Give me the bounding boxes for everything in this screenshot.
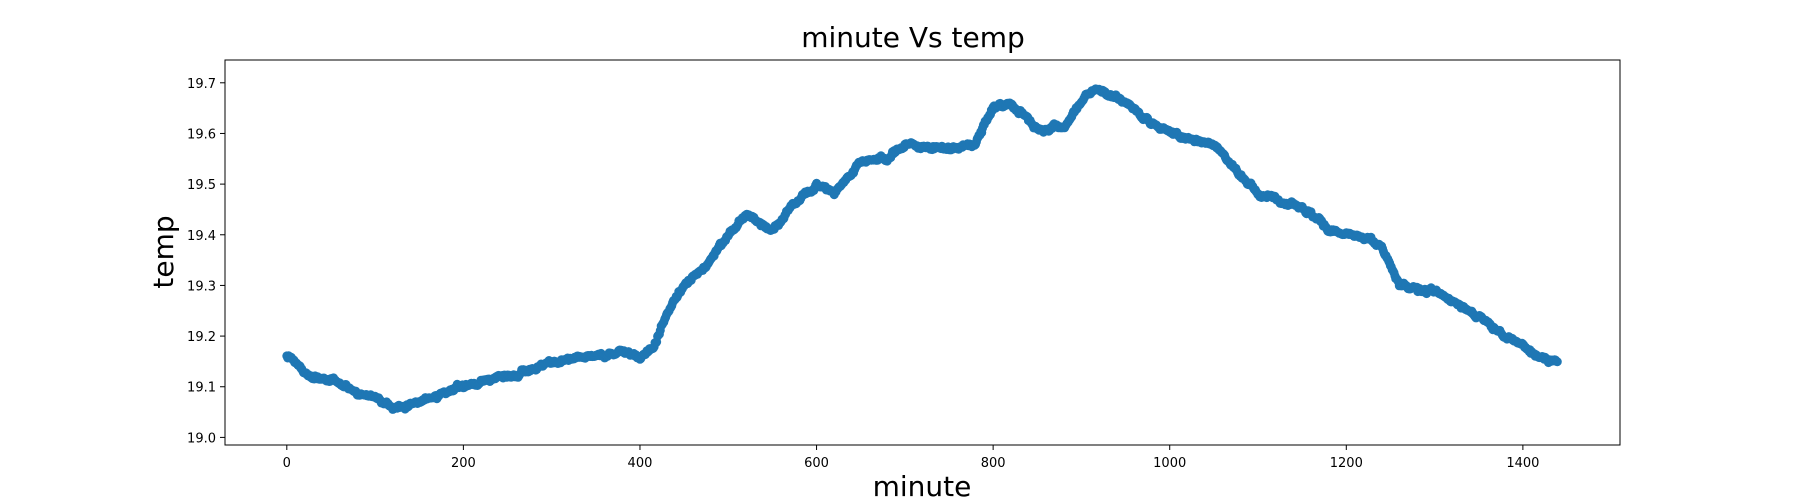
y-tick-label: 19.1 xyxy=(187,381,216,396)
data-point xyxy=(1552,357,1562,367)
y-tick-label: 19.6 xyxy=(187,127,216,142)
x-tick-label: 800 xyxy=(981,456,1006,471)
x-axis: 0 200 400 600 800 1000 1200 1400 xyxy=(283,445,1539,471)
y-axis: 19.0 19.1 19.2 19.3 19.4 19.5 19.6 19.7 xyxy=(187,77,225,446)
x-tick-label: 0 xyxy=(283,456,291,471)
x-tick-label: 400 xyxy=(628,456,653,471)
x-tick-label: 1400 xyxy=(1506,456,1539,471)
plot-area-frame xyxy=(224,59,1621,446)
x-tick-label: 200 xyxy=(451,456,476,471)
y-axis-label: temp xyxy=(147,215,180,288)
data-points xyxy=(282,84,1562,414)
x-axis-label: minute xyxy=(873,470,972,500)
x-tick-label: 600 xyxy=(804,456,829,471)
y-tick-label: 19.4 xyxy=(187,229,216,244)
x-tick-label: 1000 xyxy=(1153,456,1186,471)
y-tick-label: 19.0 xyxy=(187,431,216,446)
y-tick-label: 19.3 xyxy=(187,279,216,294)
y-tick-label: 19.7 xyxy=(187,77,216,92)
y-tick-label: 19.2 xyxy=(187,330,216,345)
y-tick-label: 19.5 xyxy=(187,178,216,193)
chart-title: minute Vs temp xyxy=(801,21,1025,54)
x-tick-label: 1200 xyxy=(1330,456,1363,471)
